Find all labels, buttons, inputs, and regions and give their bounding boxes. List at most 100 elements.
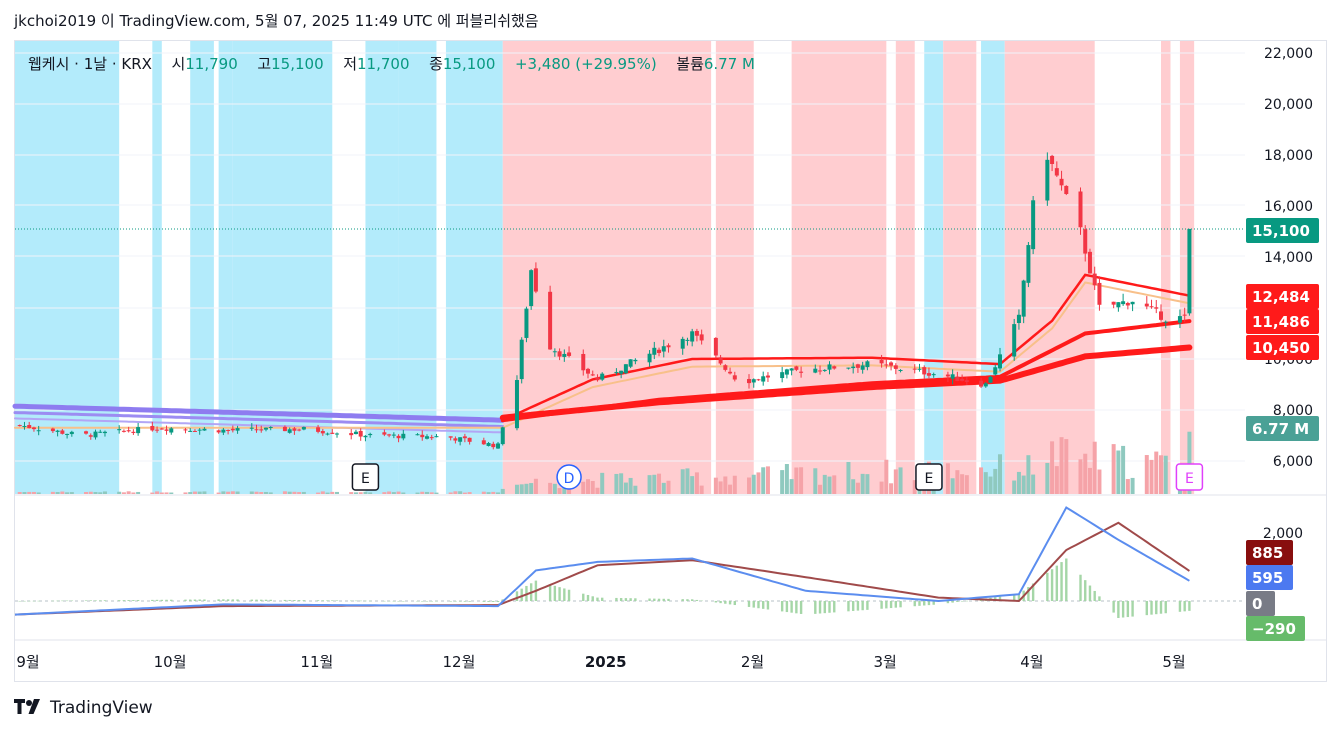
event-marker-label: E	[361, 471, 370, 487]
candle-body	[666, 345, 671, 348]
volume-bar	[60, 491, 65, 494]
macd-histogram-bar	[927, 601, 931, 606]
macd-histogram-bar	[624, 598, 628, 601]
macd-histogram-bar	[823, 601, 826, 614]
candle-body	[500, 427, 505, 445]
volume-bar	[1144, 455, 1149, 494]
macd-histogram-bar	[1031, 583, 1035, 601]
volume-bar	[1012, 480, 1017, 494]
symbol-name[interactable]: 웹케시 · 1날 · KRX	[28, 55, 152, 73]
macd-histogram-bar	[1046, 572, 1049, 601]
candle-body	[713, 337, 718, 356]
low-label: 저	[343, 55, 358, 73]
candle-body	[88, 435, 93, 437]
volume-bar	[1163, 455, 1168, 494]
volume-bar	[529, 483, 534, 494]
candle-body	[623, 364, 628, 374]
macd-histogram-bar	[780, 601, 784, 612]
grid-lines	[15, 52, 1326, 641]
volume-bar	[912, 480, 917, 494]
candle-body	[491, 443, 496, 448]
earnings-marker[interactable]	[1175, 463, 1204, 491]
volume-bar	[633, 485, 638, 494]
candle-body	[330, 432, 335, 434]
volume-bar	[519, 484, 524, 494]
macd-histogram-bar	[998, 596, 1002, 601]
macd-histogram-bar	[567, 589, 571, 601]
candle-body	[964, 380, 969, 382]
candle-body	[922, 367, 927, 375]
volume-bar	[65, 492, 70, 494]
candle-body	[590, 374, 595, 376]
macd-histogram-bar	[553, 585, 557, 601]
earnings-marker[interactable]	[351, 463, 380, 491]
macd-histogram-bar	[1027, 587, 1030, 601]
candles	[17, 152, 1192, 450]
volume-bar	[780, 470, 785, 494]
candle-body	[65, 433, 70, 435]
candle-body	[126, 430, 131, 432]
earnings-marker[interactable]	[915, 463, 943, 491]
high-value: 15,100	[271, 55, 324, 73]
event-marker-label: E	[925, 471, 934, 487]
macd-histogram-bar	[94, 600, 97, 601]
macd-histogram-bar	[430, 601, 433, 602]
candle-body	[860, 365, 865, 370]
volume-bar	[1016, 471, 1021, 494]
macd-histogram-bar	[269, 599, 272, 601]
candle-body	[893, 365, 898, 369]
volume-bar	[1064, 439, 1069, 494]
signal-badge	[1246, 540, 1293, 565]
volume-bar	[136, 491, 141, 494]
macd-histogram-bar	[1183, 601, 1186, 612]
candle-body	[1154, 307, 1159, 309]
ma-slow-badge	[1246, 335, 1319, 360]
volume-bar	[50, 491, 55, 494]
macd-histogram-bar	[956, 601, 959, 602]
macd-histogram-bar	[918, 601, 921, 606]
macd-histogram-bar	[226, 599, 230, 601]
macd-histogram-bar	[65, 600, 69, 602]
volume-bar	[680, 469, 685, 494]
macd-histogram-bar	[1188, 601, 1191, 611]
macd-histogram-bar	[946, 601, 950, 604]
candle-body	[690, 331, 695, 342]
ma-red-fast	[501, 273, 1191, 422]
candle-body	[865, 361, 870, 368]
macd-histogram-bar	[851, 601, 855, 611]
macd-badge-text: 595	[1252, 569, 1283, 587]
volume-bar	[581, 481, 586, 494]
candle-body	[188, 430, 193, 432]
volume-bar	[690, 476, 695, 494]
volume-bar	[121, 492, 126, 494]
dividend-marker[interactable]	[556, 464, 582, 490]
macd-histogram-bar	[894, 601, 898, 608]
volume-bar	[794, 467, 799, 494]
tradingview-logo[interactable]: TradingView	[14, 698, 153, 718]
volume-bar	[396, 491, 401, 494]
macd-histogram-bar	[913, 601, 916, 607]
macd-histogram-bar	[1155, 601, 1158, 615]
candle-body	[879, 359, 884, 364]
macd-histogram-bar	[231, 599, 235, 601]
volume-bar	[491, 491, 496, 494]
volume-bar	[197, 491, 202, 494]
macd-histogram-bar	[387, 600, 391, 602]
volume-bar	[955, 470, 960, 494]
volume-bar	[36, 492, 41, 494]
candle-body	[723, 365, 728, 370]
candle-body	[1031, 200, 1036, 250]
candle-body	[349, 433, 354, 436]
candle-body	[1177, 316, 1182, 323]
macd-histogram-bar	[1079, 574, 1082, 601]
volume-bar	[623, 482, 628, 494]
candle-body	[282, 426, 287, 432]
macd-histogram-bar	[790, 601, 793, 613]
time-tick-label: 10월	[154, 653, 187, 671]
volume-bar	[945, 463, 950, 494]
candle-body	[884, 364, 889, 366]
macd-histogram-bar	[795, 601, 798, 614]
candle-body	[50, 428, 55, 432]
ma-fast-badge	[1246, 284, 1319, 309]
